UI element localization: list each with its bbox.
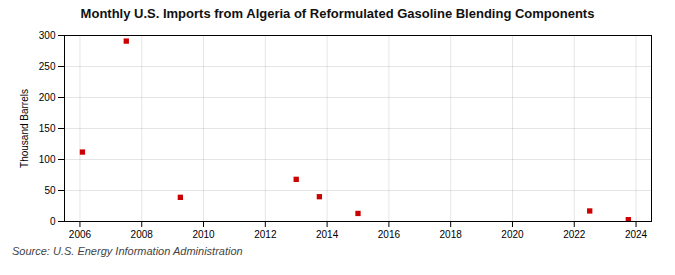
svg-text:200: 200 <box>39 92 56 103</box>
svg-text:2018: 2018 <box>440 229 463 240</box>
svg-text:250: 250 <box>39 61 56 72</box>
svg-text:Thousand Barrels: Thousand Barrels <box>19 89 30 168</box>
svg-text:0: 0 <box>50 216 56 227</box>
html-text:Source: U.S. Energy Informatio: Source: U.S. Energy Information Administ… <box>12 245 243 257</box>
svg-text:50: 50 <box>44 185 56 196</box>
html-text:Monthly U.S. Imports from Alge: Monthly U.S. Imports from Algeria of Ref… <box>80 6 595 21</box>
svg-text:2014: 2014 <box>316 229 339 240</box>
svg-text:150: 150 <box>39 123 56 134</box>
svg-text:2016: 2016 <box>378 229 401 240</box>
svg-text:2012: 2012 <box>254 229 277 240</box>
svg-text:100: 100 <box>39 154 56 165</box>
svg-text:2020: 2020 <box>501 229 524 240</box>
svg-text:2008: 2008 <box>131 229 154 240</box>
svg-text:300: 300 <box>39 30 56 41</box>
svg-text:2010: 2010 <box>192 229 215 240</box>
svg-text:2022: 2022 <box>563 229 586 240</box>
svg-text:2024: 2024 <box>625 229 648 240</box>
svg-text:2006: 2006 <box>69 229 92 240</box>
